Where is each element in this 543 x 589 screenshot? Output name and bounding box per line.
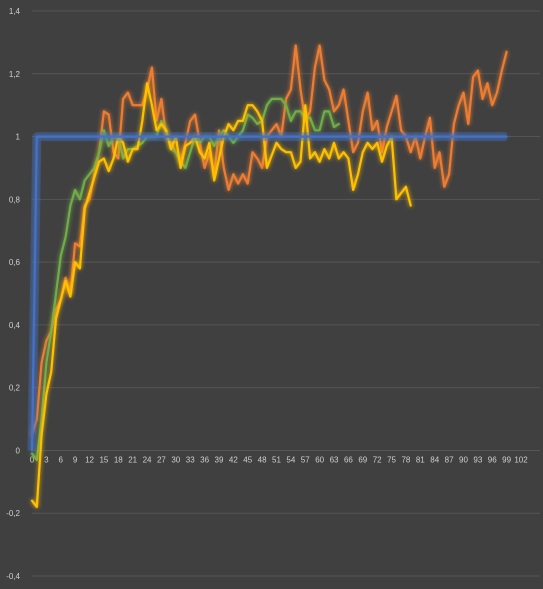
x-tick-label: 30 — [171, 455, 180, 464]
y-tick-label: 0,8 — [9, 195, 21, 204]
y-tick-label: -0,2 — [6, 509, 20, 518]
x-tick-label: 87 — [445, 455, 454, 464]
x-tick-label: 0 — [30, 455, 35, 464]
series-line-3 — [30, 82, 412, 508]
x-tick-label: 24 — [143, 455, 152, 464]
x-tick-label: 39 — [215, 455, 224, 464]
x-tick-label: 102 — [514, 455, 528, 464]
x-tick-label: 15 — [99, 455, 108, 464]
x-tick-label: 60 — [315, 455, 324, 464]
x-tick-label: 75 — [387, 455, 396, 464]
x-tick-label: 27 — [157, 455, 166, 464]
x-tick-label: 57 — [301, 455, 310, 464]
series-line-4 — [30, 135, 508, 452]
y-tick-label: 1 — [16, 133, 21, 142]
x-tick-label: 99 — [502, 455, 511, 464]
x-tick-label: 12 — [85, 455, 94, 464]
x-tick-label: 21 — [128, 455, 137, 464]
x-tick-label: 3 — [44, 455, 49, 464]
gridlines — [32, 10, 540, 577]
x-tick-label: 90 — [459, 455, 468, 464]
x-tick-label: 36 — [200, 455, 209, 464]
x-tick-label: 93 — [473, 455, 482, 464]
series-line-2 — [30, 97, 340, 461]
x-tick-label: 18 — [114, 455, 123, 464]
series-line-1 — [30, 44, 508, 436]
y-tick-label: -0,4 — [6, 572, 20, 581]
y-axis-tick-labels: -0,4 -0,2 0 0,2 0,4 0,6 0,8 1 1,2 1,4 — [6, 7, 20, 581]
y-tick-label: 1,4 — [9, 7, 21, 16]
x-tick-label: 84 — [430, 455, 439, 464]
x-tick-label: 42 — [229, 455, 238, 464]
series-line-glow — [27, 132, 507, 451]
y-tick-label: 0 — [16, 446, 21, 455]
x-tick-label: 54 — [286, 455, 295, 464]
series-lines — [27, 44, 508, 508]
x-tick-label: 78 — [401, 455, 410, 464]
y-tick-label: 0,6 — [9, 258, 21, 267]
y-tick-label: 0,2 — [9, 384, 21, 393]
x-tick-label: 9 — [73, 455, 78, 464]
x-tick-label: 66 — [344, 455, 353, 464]
y-tick-label: 0,4 — [9, 321, 21, 330]
x-tick-label: 51 — [272, 455, 281, 464]
x-tick-label: 63 — [330, 455, 339, 464]
x-tick-label: 48 — [258, 455, 267, 464]
y-tick-label: 1,2 — [9, 70, 21, 79]
x-tick-label: 6 — [59, 455, 64, 464]
x-tick-label: 72 — [373, 455, 382, 464]
x-tick-label: 69 — [358, 455, 367, 464]
x-tick-label: 96 — [488, 455, 497, 464]
x-tick-label: 33 — [186, 455, 195, 464]
x-tick-label: 45 — [243, 455, 252, 464]
x-tick-label: 81 — [416, 455, 425, 464]
x-axis-tick-labels: 0 3 6 9 12 15 18 21 24 27 30 33 36 39 42 45 48 51 54 57 60 63… — [30, 455, 528, 464]
